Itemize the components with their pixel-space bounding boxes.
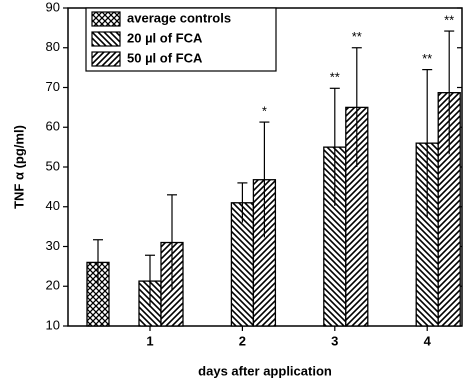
- y-tick-label: 20: [46, 278, 60, 293]
- y-tick-label: 50: [46, 158, 60, 173]
- x-axis-label: days after application: [198, 363, 332, 378]
- x-tick-label: 4: [424, 333, 432, 348]
- y-axis-label: TNF α (pg/ml): [11, 125, 26, 209]
- significance-label: *: [262, 104, 267, 119]
- significance-label: **: [444, 12, 454, 27]
- legend-swatch: [91, 51, 121, 67]
- legend-swatch: [91, 11, 121, 27]
- x-tick-label: 1: [146, 333, 153, 348]
- y-tick-label: 40: [46, 198, 60, 213]
- y-tick-label: 30: [46, 238, 60, 253]
- y-tick-label: 80: [46, 39, 60, 54]
- significance-label: **: [352, 29, 362, 44]
- legend-label: 50 µl of FCA: [127, 50, 203, 65]
- x-tick-label: 2: [239, 333, 246, 348]
- significance-label: **: [330, 70, 340, 85]
- x-tick-label: 3: [331, 333, 338, 348]
- y-tick-label: 70: [46, 79, 60, 94]
- y-tick-label: 10: [46, 317, 60, 332]
- significance-label: **: [422, 51, 432, 66]
- y-tick-label: 90: [46, 0, 60, 14]
- legend-label: 20 µl of FCA: [127, 30, 203, 45]
- legend-swatch: [91, 31, 121, 47]
- y-tick-label: 60: [46, 119, 60, 134]
- legend-label: average controls: [127, 10, 231, 25]
